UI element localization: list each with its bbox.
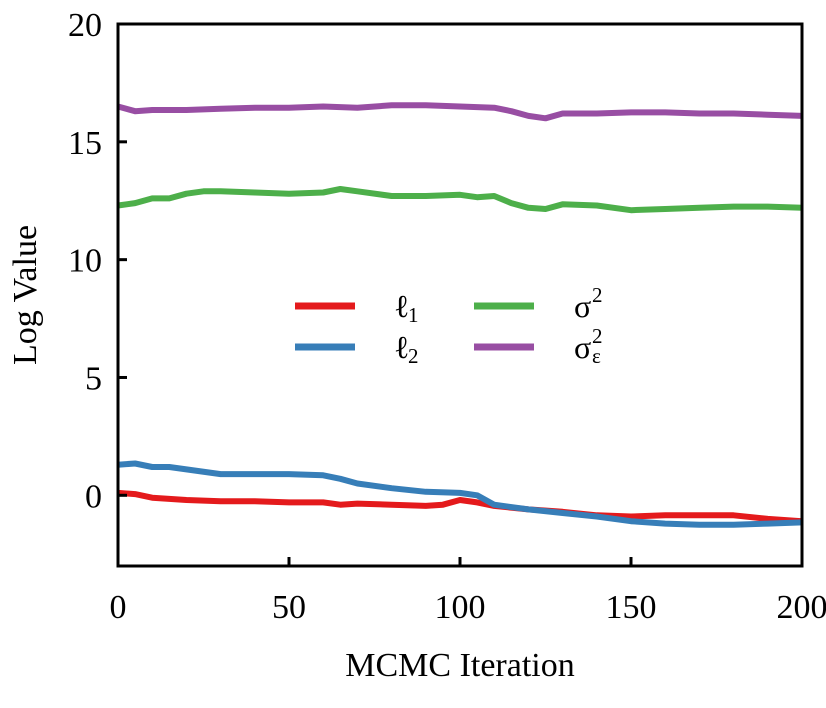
y-tick-label: 0 (85, 478, 102, 515)
y-tick-label: 5 (85, 360, 102, 397)
x-tick-label: 100 (435, 589, 486, 626)
x-tick-label: 150 (606, 589, 657, 626)
series-layer (117, 102, 803, 528)
y-tick-label: 15 (68, 125, 102, 162)
legend-label-4: σ2 ε (574, 324, 603, 368)
x-tick-label: 200 (777, 589, 826, 626)
y-tick-label: 10 (68, 243, 102, 280)
legend-label-2: ℓ2 (394, 329, 419, 368)
series-line-3 (117, 186, 803, 214)
legend-label-1: ℓ1 (394, 288, 419, 327)
series-line-4 (117, 102, 803, 122)
y-tick-label: 20 (68, 7, 102, 44)
y-axis-label: Log Value (7, 225, 44, 365)
x-axis-label: MCMC Iteration (345, 647, 574, 684)
x-tick-label: 0 (110, 589, 127, 626)
series-line-1 (117, 489, 803, 525)
series-line-2 (117, 460, 803, 528)
x-tick-label: 50 (272, 589, 306, 626)
ticks-layer: 0 50 100 150 200 0 5 10 15 20 (68, 7, 826, 626)
legend-label-3: σ2 (574, 283, 603, 324)
